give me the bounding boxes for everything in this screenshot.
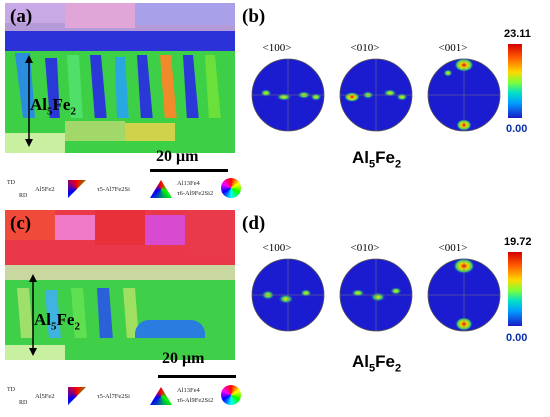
ipf-key-icon [68,180,86,198]
pole-label-b-001: <001> [438,42,468,54]
phase-label-c: Al5Fe2 [34,310,80,333]
pole-label-b-100: <100> [262,42,292,54]
ebsd-map-c [5,210,235,360]
pole-figure-d-010 [339,258,413,332]
axis-td: TD [7,180,15,186]
ipf-key-hex-icon-c [150,387,172,405]
ipf-key-icon-c [68,387,86,405]
legend-item-al5fe2-c: Al5Fe2 [35,393,55,400]
colorbar-d-min: 0.00 [506,332,528,344]
colorbar-d-max: 19.72 [504,236,532,248]
legend-item-al13fe4-c: Al13Fe4 [177,387,200,394]
legend-item-al13fe4: Al13Fe4 [177,180,200,187]
axis-td-c: TD [7,387,15,393]
pole-label-d-001: <001> [438,242,468,254]
legend-item-tau6-c: τ6-Al9Fe2Si2 [177,397,214,404]
colorbar-b-max: 23.11 [504,28,531,40]
pole-phase-d: Al5Fe2 [352,352,402,375]
legend-item-tau6: τ6-Al9Fe2Si2 [177,190,214,197]
pole-figure-d-001 [427,258,501,332]
pole-figure-b-010 [339,58,413,132]
pole-label-d-100: <100> [262,242,292,254]
scalebar-c: 20 μm [158,350,248,378]
phase-label-a: Al5Fe2 [30,95,76,118]
ipf-key-disk-icon-c [221,385,241,405]
ebsd-map-c-graphic [5,210,235,360]
panel-tag-a: (a) [10,6,33,27]
ebsd-map-a-graphic [5,3,235,153]
colorbar-d [508,252,522,326]
scalebar-a: 20 μm [150,148,240,172]
legend-c: TD RD Al5Fe2 τ5-Al7Fe2Si Al13Fe4 τ6-Al9F… [5,385,243,413]
legend-a: TD RD Al5Fe2 τ5-Al7Fe2Si Al13Fe4 τ6-Al9F… [5,178,243,206]
pole-label-b-010: <010> [350,42,380,54]
ipf-key-hex-icon [150,180,172,198]
axis-rd: RD [19,193,28,199]
legend-item-tau5-c: τ5-Al7Fe2Si [97,393,130,400]
colorbar-b-min: 0.00 [506,123,528,135]
pole-label-d-010: <010> [350,242,380,254]
panel-tag-c: (c) [10,213,32,234]
panel-tag-d: (d) [242,213,266,234]
pole-figure-b-001 [427,58,501,132]
legend-item-tau5: τ5-Al7Fe2Si [97,186,130,193]
panel-tag-b: (b) [242,6,266,27]
legend-item-al5fe2: Al5Fe2 [35,186,55,193]
colorbar-b [508,44,522,118]
ipf-key-disk-icon [221,178,241,198]
axis-rd-c: RD [19,400,28,406]
pole-figure-d-100 [251,258,325,332]
pole-phase-b: Al5Fe2 [352,148,402,171]
pole-figure-b-100 [251,58,325,132]
ebsd-map-a [5,3,235,153]
